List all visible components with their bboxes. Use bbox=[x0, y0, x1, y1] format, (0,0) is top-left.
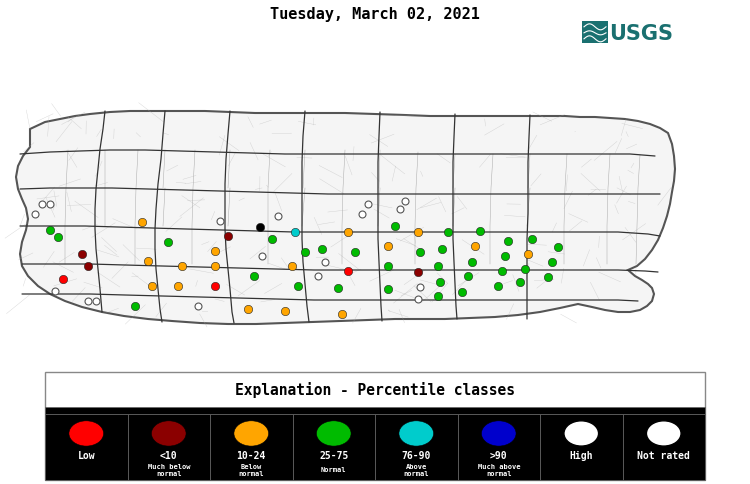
Text: Much above
normal: Much above normal bbox=[478, 463, 520, 476]
Text: 76-90: 76-90 bbox=[401, 450, 431, 460]
FancyBboxPatch shape bbox=[292, 414, 375, 480]
Text: Low: Low bbox=[77, 450, 95, 460]
Ellipse shape bbox=[316, 421, 351, 446]
Text: Much below
normal: Much below normal bbox=[148, 463, 190, 476]
Ellipse shape bbox=[234, 421, 268, 446]
Text: 25-75: 25-75 bbox=[319, 450, 349, 460]
Text: 10-24: 10-24 bbox=[236, 450, 266, 460]
Text: USGS: USGS bbox=[609, 24, 673, 44]
Text: Tuesday, March 02, 2021: Tuesday, March 02, 2021 bbox=[270, 7, 480, 22]
Ellipse shape bbox=[69, 421, 104, 446]
Ellipse shape bbox=[152, 421, 186, 446]
FancyBboxPatch shape bbox=[582, 22, 608, 44]
Ellipse shape bbox=[646, 421, 681, 446]
FancyBboxPatch shape bbox=[375, 414, 458, 480]
Text: Not rated: Not rated bbox=[638, 450, 690, 460]
Text: >90: >90 bbox=[490, 450, 508, 460]
FancyBboxPatch shape bbox=[45, 407, 705, 414]
Ellipse shape bbox=[564, 421, 598, 446]
Ellipse shape bbox=[399, 421, 433, 446]
Text: Below
normal: Below normal bbox=[238, 463, 264, 476]
Text: <10: <10 bbox=[160, 450, 178, 460]
FancyBboxPatch shape bbox=[210, 414, 292, 480]
FancyBboxPatch shape bbox=[458, 414, 540, 480]
Text: Normal: Normal bbox=[321, 467, 346, 472]
FancyBboxPatch shape bbox=[128, 414, 210, 480]
Ellipse shape bbox=[482, 421, 516, 446]
Text: Explanation - Percentile classes: Explanation - Percentile classes bbox=[235, 381, 515, 397]
Polygon shape bbox=[16, 112, 675, 324]
FancyBboxPatch shape bbox=[622, 414, 705, 480]
Text: Above
normal: Above normal bbox=[404, 463, 429, 476]
FancyBboxPatch shape bbox=[540, 414, 622, 480]
FancyBboxPatch shape bbox=[45, 372, 705, 480]
FancyBboxPatch shape bbox=[45, 414, 128, 480]
Text: High: High bbox=[569, 450, 593, 460]
